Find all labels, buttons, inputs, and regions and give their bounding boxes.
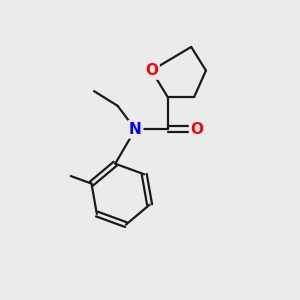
Text: N: N xyxy=(129,122,142,137)
Text: O: O xyxy=(145,63,158,78)
Text: O: O xyxy=(190,122,204,137)
